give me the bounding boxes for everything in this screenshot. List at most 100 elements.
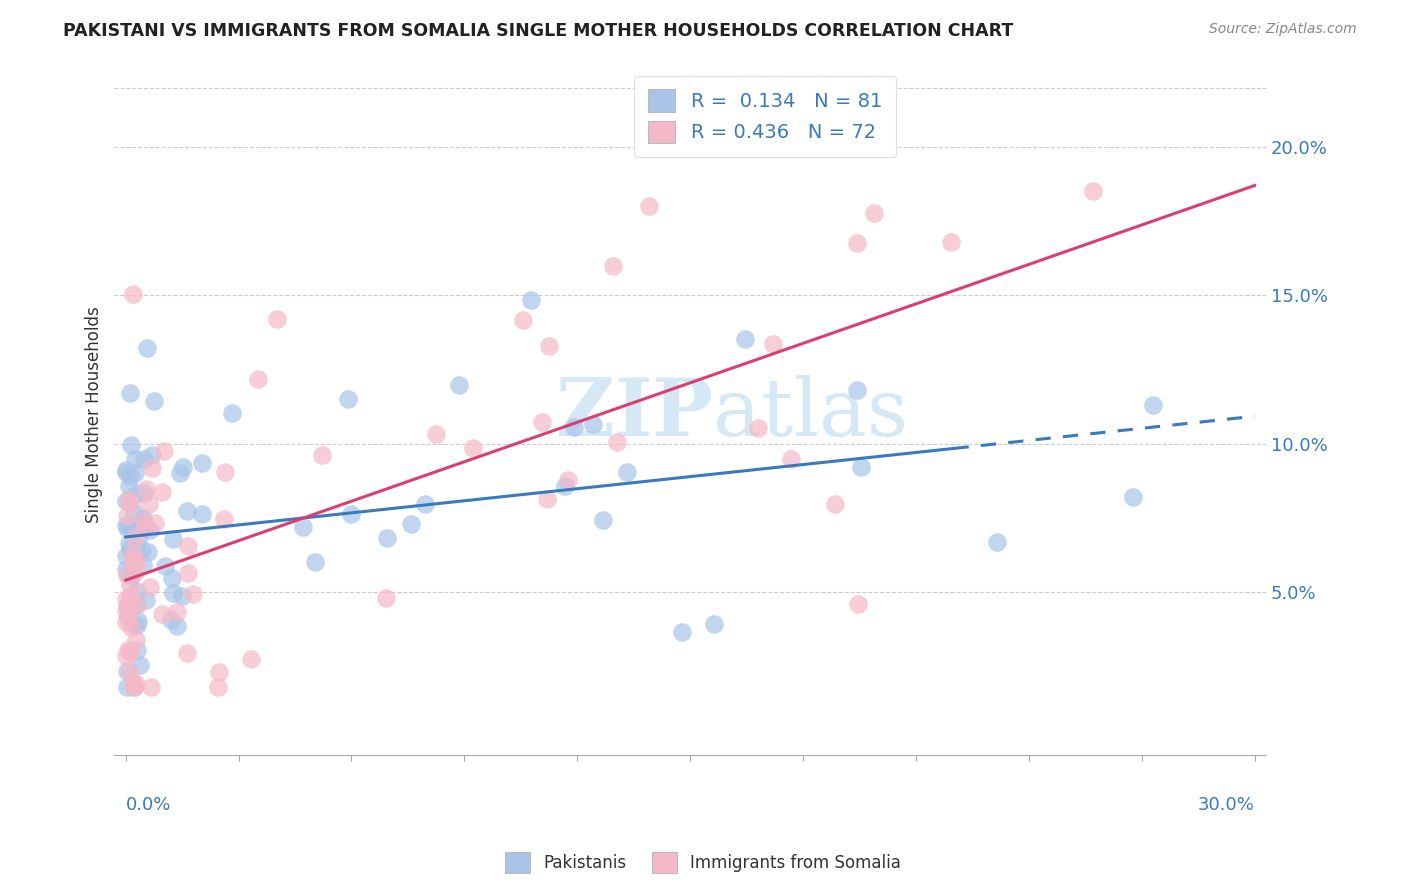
Point [124, 466, 146, 480]
Point [125, 598, 148, 612]
Point [120, 438, 142, 452]
Point [124, 452, 146, 467]
Text: Source: ZipAtlas.com: Source: ZipAtlas.com [1209, 22, 1357, 37]
Point [602, 260, 624, 274]
Point [118, 578, 141, 592]
Point [131, 511, 153, 525]
Point [143, 516, 166, 530]
Point [191, 507, 214, 521]
Point [463, 442, 485, 456]
Point [122, 553, 145, 567]
Point [246, 372, 269, 386]
Point [941, 235, 963, 250]
Point [207, 665, 229, 679]
Point [1081, 184, 1104, 198]
Point [115, 561, 138, 575]
Point [125, 633, 148, 648]
Point [176, 539, 198, 553]
Point [134, 514, 156, 528]
Point [124, 583, 146, 598]
Point [118, 496, 141, 510]
Point [512, 312, 534, 326]
Point [138, 497, 160, 511]
Point [115, 648, 138, 663]
Point [115, 568, 138, 582]
Point [124, 531, 146, 545]
Point [120, 541, 142, 556]
Point [128, 530, 150, 544]
Point [413, 497, 436, 511]
Point [127, 544, 149, 558]
Point [139, 680, 162, 694]
Point [207, 680, 229, 694]
Point [824, 497, 846, 511]
Point [115, 494, 138, 508]
Point [115, 518, 138, 533]
Point [124, 506, 146, 520]
Point [124, 680, 146, 694]
Text: 30.0%: 30.0% [1198, 797, 1254, 814]
Point [115, 680, 138, 694]
Point [747, 421, 769, 435]
Point [135, 592, 157, 607]
Point [125, 487, 148, 501]
Point [118, 479, 141, 493]
Point [142, 393, 165, 408]
Point [240, 651, 263, 665]
Point [131, 542, 153, 557]
Point [266, 312, 288, 326]
Point [124, 680, 146, 694]
Point [120, 619, 142, 633]
Point [375, 532, 398, 546]
Point [160, 571, 183, 585]
Point [117, 521, 139, 535]
Point [176, 504, 198, 518]
Point [129, 658, 152, 673]
Point [536, 491, 558, 506]
Point [166, 605, 188, 619]
Point [160, 613, 183, 627]
Point [120, 385, 142, 400]
Point [141, 461, 163, 475]
Point [118, 468, 141, 483]
Text: atlas: atlas [713, 376, 908, 453]
Point [125, 618, 148, 632]
Point [114, 591, 136, 606]
Point [120, 665, 142, 680]
Point [616, 465, 638, 479]
Point [557, 473, 579, 487]
Point [780, 452, 803, 467]
Point [425, 427, 447, 442]
Point [117, 566, 139, 581]
Point [172, 459, 194, 474]
Point [986, 535, 1008, 549]
Point [118, 592, 141, 607]
Point [118, 601, 141, 615]
Point [292, 520, 315, 534]
Text: ZIP: ZIP [557, 376, 713, 453]
Point [127, 614, 149, 628]
Point [169, 466, 191, 480]
Point [135, 482, 157, 496]
Point [181, 587, 204, 601]
Point [134, 519, 156, 533]
Point [530, 415, 553, 429]
Point [337, 392, 360, 407]
Point [122, 674, 145, 689]
Point [125, 598, 148, 612]
Point [862, 206, 884, 220]
Point [118, 535, 141, 549]
Point [399, 517, 422, 532]
Point [127, 643, 149, 657]
Point [120, 588, 142, 602]
Point [1122, 490, 1144, 504]
Point [214, 465, 236, 479]
Point [845, 384, 868, 398]
Point [176, 647, 198, 661]
Point [734, 332, 756, 346]
Point [554, 479, 576, 493]
Point [122, 617, 145, 632]
Point [132, 516, 155, 530]
Point [121, 567, 143, 582]
Point [638, 199, 661, 213]
